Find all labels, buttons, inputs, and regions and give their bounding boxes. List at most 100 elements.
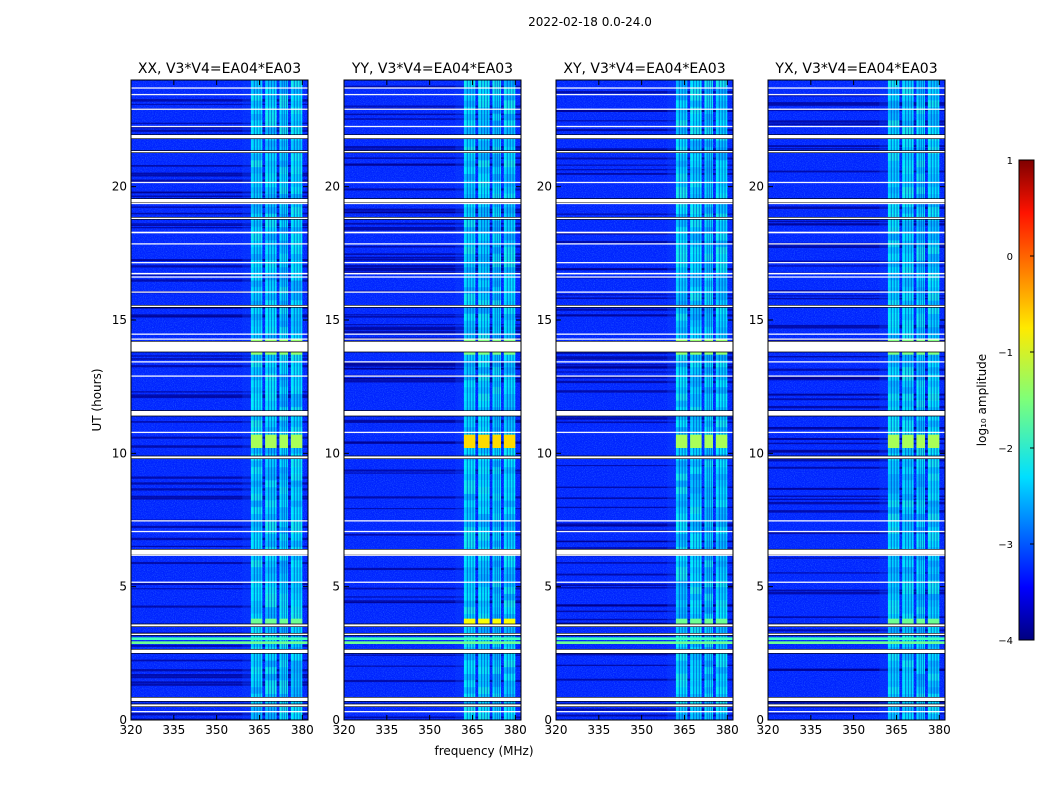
bright-event <box>265 434 277 448</box>
flag-line <box>768 704 945 706</box>
dark-row <box>768 295 945 297</box>
dark-row <box>344 267 521 269</box>
flag-line <box>344 181 521 184</box>
dark-row <box>556 417 733 420</box>
dark-row <box>131 129 308 132</box>
bright-event <box>715 434 728 448</box>
dark-row <box>768 616 945 619</box>
signal-cell <box>290 426 303 434</box>
dark-row <box>344 587 521 590</box>
dark-row <box>556 506 733 509</box>
flag-line <box>768 530 945 533</box>
flag-line <box>344 375 521 377</box>
flagged-row <box>131 549 308 555</box>
noise-speckle <box>131 80 308 720</box>
dark-row <box>556 390 733 393</box>
x-tick-label: 380 <box>928 723 951 737</box>
flagged-row <box>768 217 945 220</box>
dark-row <box>344 420 521 424</box>
dark-row <box>556 714 733 717</box>
channel-gap <box>724 80 726 720</box>
dark-row <box>768 557 945 559</box>
flagged-row <box>131 456 308 459</box>
flagged-row <box>768 198 945 203</box>
flagged-row <box>768 456 945 459</box>
bright-event <box>902 618 914 624</box>
bright-event <box>463 434 476 448</box>
flag-line <box>344 262 521 264</box>
dark-row <box>556 618 733 621</box>
x-tick-label: 365 <box>885 723 908 737</box>
dark-row <box>768 290 945 292</box>
colorbar-tick-label: −2 <box>998 444 1013 455</box>
signal-cell <box>290 540 303 548</box>
flagged-row <box>768 410 945 416</box>
flag-line <box>556 520 733 522</box>
bright-event <box>492 618 502 624</box>
flag-line <box>344 530 521 533</box>
flagged-row <box>131 198 308 203</box>
bright-event <box>556 637 733 640</box>
dark-row <box>556 376 733 379</box>
dark-row <box>131 265 308 268</box>
flag-line <box>131 554 308 556</box>
y-tick-label: 20 <box>749 180 764 194</box>
channel-gap <box>281 80 283 720</box>
flag-line <box>768 276 945 278</box>
channel-gap <box>509 80 511 720</box>
channel-gap <box>893 80 895 720</box>
flag-line <box>768 361 945 363</box>
dark-row <box>556 128 733 132</box>
band-edge <box>667 80 676 720</box>
dark-row <box>344 265 521 268</box>
signal-cell <box>290 600 303 608</box>
bright-event <box>503 618 516 624</box>
flagged-row <box>131 624 308 627</box>
dark-row <box>131 436 308 439</box>
flag-line <box>556 262 733 264</box>
dark-row <box>131 391 308 393</box>
flag-line <box>556 181 733 184</box>
flagged-row <box>768 633 945 636</box>
dark-row <box>131 396 308 399</box>
flag-line <box>768 93 945 96</box>
flag-line <box>131 243 308 245</box>
flag-line <box>768 554 945 556</box>
flag-line <box>131 125 308 128</box>
signal-cell <box>290 486 303 494</box>
signal-cell <box>290 606 303 614</box>
flag-line <box>768 262 945 264</box>
dark-row <box>344 469 521 472</box>
flagged-row <box>131 341 308 352</box>
dark-row <box>556 232 733 235</box>
flagged-row <box>768 549 945 555</box>
flag-line <box>556 704 733 706</box>
channel-gap <box>285 80 288 720</box>
flagged-row <box>768 341 945 352</box>
dark-row <box>131 659 308 662</box>
y-tick-label: 0 <box>544 713 552 727</box>
dark-row <box>344 316 521 318</box>
dark-row <box>768 591 945 594</box>
signal-cell <box>290 566 303 574</box>
flag-line <box>344 520 521 522</box>
dark-row <box>131 279 308 282</box>
dark-row <box>556 148 733 151</box>
dark-row <box>131 212 308 215</box>
y-tick-label: 20 <box>325 180 340 194</box>
dark-row <box>556 364 733 366</box>
flag-line <box>344 361 521 363</box>
panel-image <box>768 80 945 720</box>
dark-row <box>556 110 733 112</box>
signal-cell <box>290 100 303 108</box>
flag-line <box>768 202 945 205</box>
dark-row <box>131 525 308 528</box>
dark-row <box>768 451 945 453</box>
dark-row <box>768 368 945 371</box>
panel-title: YX, V3*V4=EA04*EA03 <box>774 61 937 77</box>
x-tick-label: 380 <box>504 723 527 737</box>
dark-row <box>768 102 945 104</box>
bright-event <box>675 618 688 624</box>
signal-cell <box>290 386 303 394</box>
y-tick-label: 10 <box>112 446 127 460</box>
